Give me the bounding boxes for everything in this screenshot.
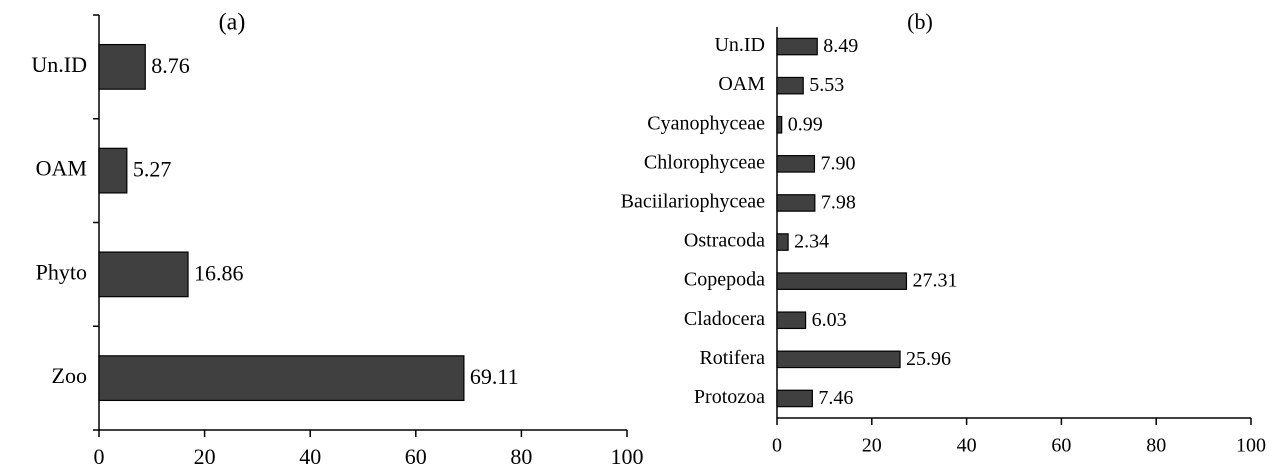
x-tick-label: 0 [772,435,782,457]
x-tick-label: 20 [862,435,882,457]
x-tick-label: 60 [405,444,427,469]
value-label: 27.31 [912,270,957,292]
bar [776,350,901,369]
x-tick-label: 100 [1236,435,1266,457]
chart-title: (a) [219,10,246,36]
bar [98,147,128,194]
value-label: 2.34 [794,231,829,253]
y-tick-label: Cyanophyceae [647,112,765,134]
y-tick-label: Chlorophyceae [644,151,765,173]
y-tick-label: Un.ID [31,52,87,77]
value-label: 0.99 [788,113,823,135]
x-tick-label: 20 [194,444,216,469]
y-tick-label: Protozoa [694,386,765,408]
chart-title: (b) [907,9,933,34]
x-tick-label: 40 [299,444,321,469]
x-tick-label: 80 [1146,435,1166,457]
value-label: 7.90 [820,152,855,174]
bar [98,355,465,402]
value-label: 5.53 [809,74,844,96]
bar [98,43,146,90]
value-label: 7.46 [818,387,853,409]
value-label: 25.96 [906,348,951,370]
value-label: 6.03 [812,309,847,331]
x-tick-label: 60 [1051,435,1071,457]
value-label: 8.49 [823,35,858,57]
value-label: 16.86 [194,260,244,285]
x-tick-label: 40 [957,435,977,457]
y-tick-label: Phyto [36,259,87,284]
bar [776,115,783,134]
y-tick-label: Rotifera [699,347,765,369]
bar [98,251,189,298]
y-tick-label: OAM [718,73,765,95]
bar [776,233,789,251]
value-label: 5.27 [133,157,172,182]
bar [776,311,807,330]
y-tick-label: Ostracoda [684,230,765,252]
x-tick-label: 0 [94,444,105,469]
value-label: 69.11 [470,364,519,389]
bar [776,76,804,95]
bar [776,389,813,408]
y-tick-label: Zoo [52,363,87,388]
y-tick-label: Cladocera [684,308,765,330]
bar [776,37,818,56]
x-tick-label: 100 [611,444,644,469]
y-tick-label: Baciilariophyceae [621,191,765,213]
value-label: 8.76 [151,53,190,78]
value-label: 7.98 [821,192,856,214]
y-tick-label: Copepoda [684,269,765,291]
y-tick-label: OAM [36,156,87,181]
x-tick-label: 80 [510,444,532,469]
bar [776,155,816,173]
y-tick-label: Un.ID [714,34,765,56]
bar [776,194,816,212]
bar [776,272,908,290]
